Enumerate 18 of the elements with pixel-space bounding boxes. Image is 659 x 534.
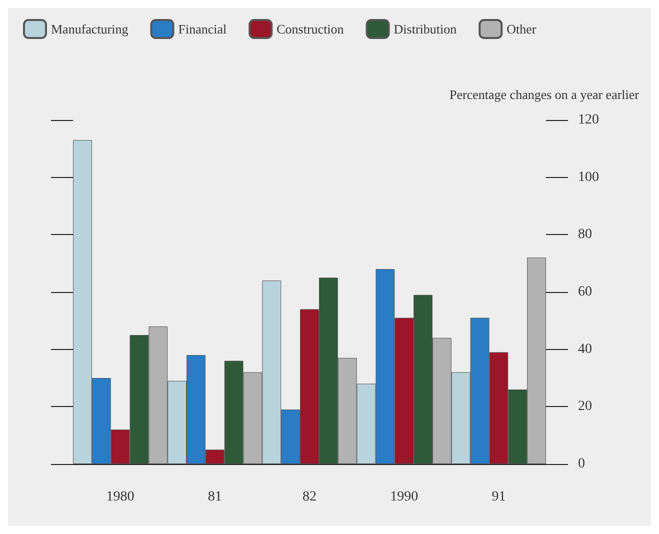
x-tick-label: 81 xyxy=(208,490,222,504)
y-tick-label: 80 xyxy=(578,227,592,242)
x-tick-label: 82 xyxy=(302,490,316,504)
y-axis-title: Percentage changes on a year earlier xyxy=(450,87,640,102)
x-tick-label: 1980 xyxy=(106,490,134,504)
y-tick-label: 60 xyxy=(578,284,592,300)
y-tick-label: 0 xyxy=(578,456,585,472)
x-tick-label: 91 xyxy=(492,490,506,504)
legend-label: Distribution xyxy=(394,22,458,36)
x-tick-label: 1990 xyxy=(390,490,418,504)
y-tick-label: 100 xyxy=(578,170,599,185)
y-tick-label: 120 xyxy=(578,112,599,128)
legend-label: Manufacturing xyxy=(51,22,129,36)
y-tick-label: 20 xyxy=(578,399,592,414)
y-tick-label: 40 xyxy=(578,342,592,357)
legend-label: Other xyxy=(506,22,537,36)
legend-label: Financial xyxy=(178,22,228,36)
legend-label: Construction xyxy=(276,22,344,36)
